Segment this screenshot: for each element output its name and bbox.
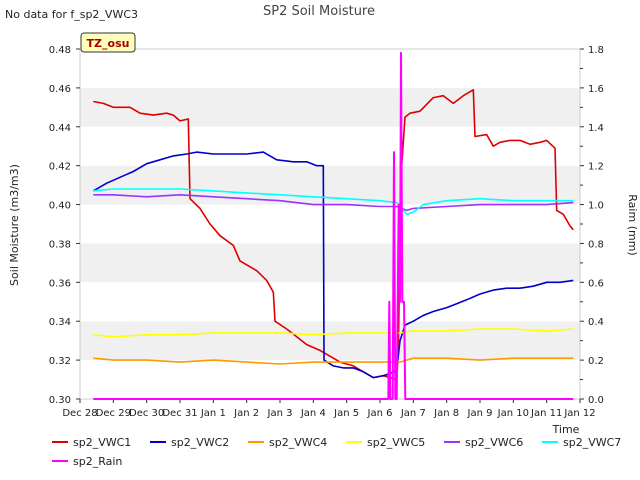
x-tick-label: Jan 7 [400, 408, 426, 419]
grid-band [80, 49, 580, 88]
chart-title: SP2 Soil Moisture [263, 4, 375, 19]
y-tick-label: 0.48 [49, 45, 71, 56]
y2-axis-label: Raim (mm) [626, 194, 639, 255]
grid-band [80, 204, 580, 244]
legend: sp2_VWC1 sp2_VWC2 sp2_VWC4 sp2_VWC5 sp2_VWC6… [52, 436, 621, 468]
y2-tick-label: 0.2 [588, 356, 604, 367]
legend-label-sp2_VWC4: sp2_VWC4 [269, 436, 327, 449]
x-tick-label: Dec 30 [129, 408, 164, 419]
series-layer [92, 51, 574, 400]
x-tick-label: Dec 28 [62, 408, 97, 419]
x-tick-label: Dec 31 [162, 408, 197, 419]
y2-tick-label: 0.6 [588, 278, 604, 289]
y2-tick-label: 0.4 [588, 317, 604, 328]
y-tick-label: 0.36 [49, 278, 71, 289]
legend-label-sp2_VWC1: sp2_VWC1 [73, 436, 131, 449]
y2-tick-label: 1.6 [588, 84, 604, 95]
x-axis-label: Time [552, 423, 580, 436]
grid-bands [80, 49, 580, 399]
series-line-sp2_VWC2 [92, 151, 574, 379]
legend-label-sp2_VWC6: sp2_VWC6 [465, 436, 523, 449]
y-tick-label: 0.30 [49, 395, 71, 406]
x-tick-label: Jan 1 [200, 408, 226, 419]
y2-axis-ticks: 0.0 0.2 0.4 0.6 0.8 1.0 1.2 1.4 1.6 1.8 [580, 45, 604, 406]
y-tick-label: 0.34 [49, 317, 71, 328]
grid-band [80, 126, 580, 166]
legend-label-sp2_VWC2: sp2_VWC2 [171, 436, 229, 449]
y2-tick-label: 1.8 [588, 45, 604, 56]
x-tick-label: Jan 5 [333, 408, 359, 419]
series-line-sp2_VWC6 [93, 194, 574, 212]
y-tick-label: 0.42 [49, 162, 71, 173]
y-axis-label: Soil Moisture (m3/m3) [8, 164, 21, 286]
x-tick-label: Jan 9 [467, 408, 493, 419]
y2-tick-label: 1.4 [588, 123, 604, 134]
y-axis-ticks: 0.30 0.32 0.34 0.36 0.38 0.40 0.42 0.44 0.46 0.48 [49, 45, 80, 406]
y2-tick-label: 1.0 [588, 201, 604, 212]
legend-label-sp2_VWC7: sp2_VWC7 [563, 436, 621, 449]
tz-badge: TZ_osu [80, 32, 136, 53]
x-tick-label: Jan 11 [530, 408, 562, 419]
x-tick-label: Jan 4 [300, 408, 326, 419]
y-tick-label: 0.32 [49, 356, 71, 367]
y2-tick-label: 1.2 [588, 162, 604, 173]
y2-tick-label: 0.0 [588, 395, 604, 406]
tz-badge-label: TZ_osu [87, 37, 130, 50]
legend-label-sp2_Rain: sp2_Rain [73, 455, 122, 468]
x-tick-label: Jan 8 [433, 408, 459, 419]
no-data-note: No data for f_sp2_VWC3 [5, 8, 138, 21]
grid-band [80, 243, 580, 283]
series-line-sp2_VWC7 [93, 188, 574, 216]
y-tick-label: 0.40 [49, 201, 71, 212]
grid-band [80, 87, 580, 127]
grid-band [80, 321, 580, 361]
x-tick-label: Jan 3 [267, 408, 293, 419]
series-line-sp2_Rain [93, 51, 574, 400]
x-tick-label: Jan 6 [367, 408, 393, 419]
y-tick-label: 0.44 [49, 123, 71, 134]
y2-tick-label: 0.8 [588, 239, 604, 250]
y-tick-label: 0.46 [49, 84, 71, 95]
x-tick-label: Jan 12 [563, 408, 595, 419]
y-tick-label: 0.38 [49, 239, 71, 250]
grid-band [80, 360, 580, 399]
grid-band [80, 165, 580, 205]
series-line-sp2_VWC4 [93, 357, 574, 365]
x-tick-label: Jan 10 [497, 408, 529, 419]
series-line-sp2_VWC5 [93, 328, 574, 338]
x-tick-label: Dec 29 [96, 408, 131, 419]
x-tick-label: Jan 2 [233, 408, 259, 419]
legend-label-sp2_VWC5: sp2_VWC5 [367, 436, 425, 449]
